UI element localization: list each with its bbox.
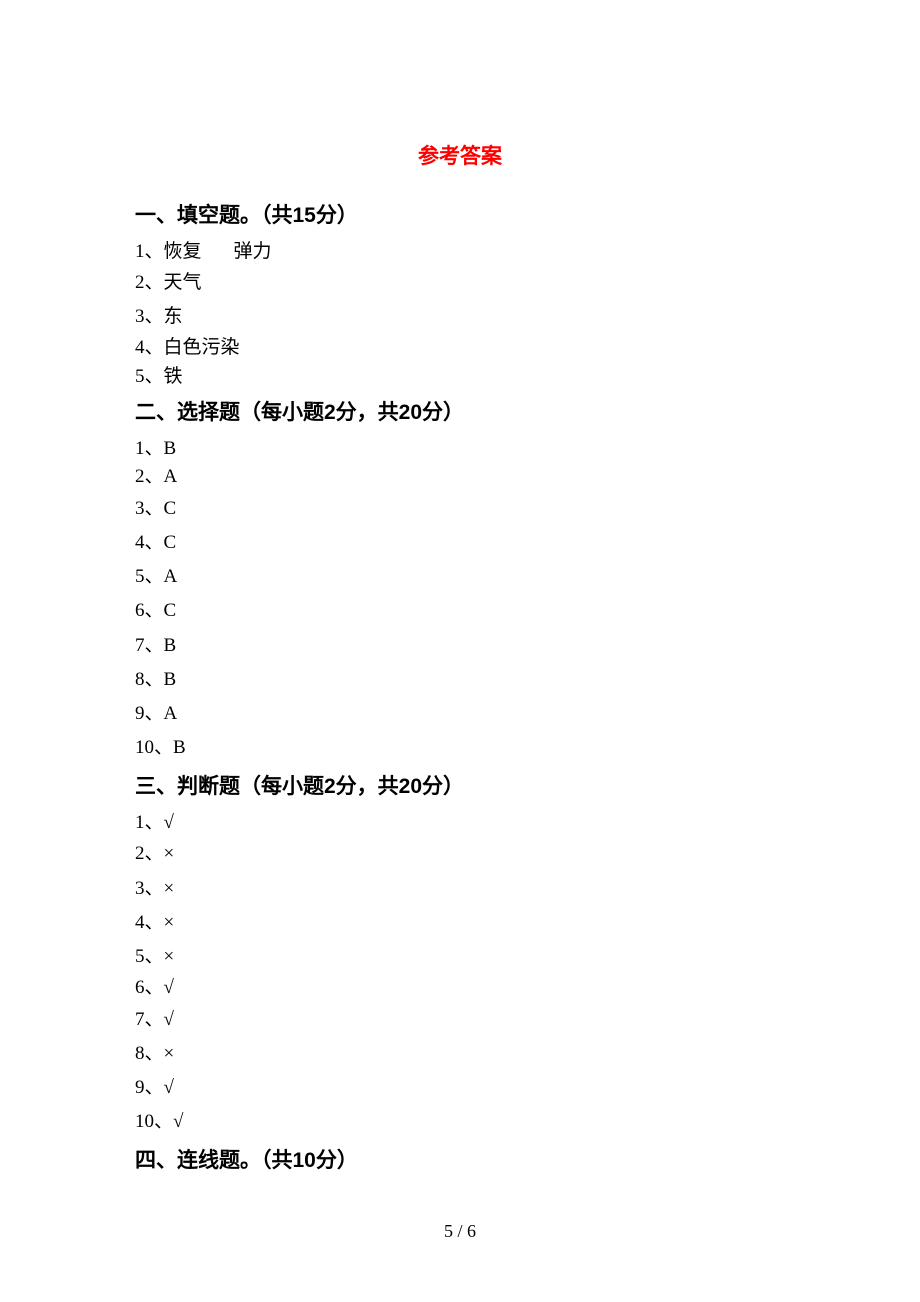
s1-answer-4: 4、白色污染 — [135, 334, 785, 363]
s2-answer-3: 3、C — [135, 492, 785, 526]
s3-answer-3: 3、× — [135, 872, 785, 906]
s1-answer-3: 3、东 — [135, 300, 785, 334]
section-3-heading: 三、判断题（每小题2分，共20分） — [135, 771, 785, 803]
s2-answer-5: 5、A — [135, 560, 785, 594]
s3-answer-4: 4、× — [135, 906, 785, 940]
s3-answer-2: 2、× — [135, 837, 785, 871]
s3-answer-5: 5、× — [135, 940, 785, 974]
s3-answer-7: 7、√ — [135, 1003, 785, 1037]
s3-answer-8: 8、× — [135, 1037, 785, 1071]
s2-answer-8: 8、B — [135, 663, 785, 697]
s1-answer-1: 1、恢复 弹力 — [135, 238, 785, 267]
s2-answer-6: 6、C — [135, 594, 785, 628]
section-4-heading: 四、连线题。（共10分） — [135, 1145, 785, 1177]
page-content: 参考答案 一、填空题。（共15分） 1、恢复 弹力 2、天气 3、东 4、白色污染… — [0, 0, 920, 1177]
s3-answer-6: 6、√ — [135, 974, 785, 1003]
section-1-heading: 一、填空题。（共15分） — [135, 200, 785, 232]
s2-answer-1: 1、B — [135, 435, 785, 464]
s2-answer-9: 9、A — [135, 697, 785, 731]
page-number: 5 / 6 — [0, 1221, 920, 1242]
s1-a1-part2: 弹力 — [234, 241, 272, 262]
s1-a1-part1: 1、恢复 — [135, 241, 202, 262]
s2-answer-2: 2、A — [135, 463, 785, 492]
s2-answer-7: 7、B — [135, 629, 785, 663]
s1-answer-5: 5、铁 — [135, 363, 785, 392]
answer-key-title: 参考答案 — [135, 140, 785, 170]
s1-answer-2: 2、天气 — [135, 266, 785, 300]
s2-answer-4: 4、C — [135, 526, 785, 560]
section-2-heading: 二、选择题（每小题2分，共20分） — [135, 397, 785, 429]
s3-answer-9: 9、√ — [135, 1071, 785, 1105]
s3-answer-1: 1、√ — [135, 809, 785, 838]
s3-answer-10: 10、√ — [135, 1105, 785, 1139]
s2-answer-10: 10、B — [135, 731, 785, 765]
